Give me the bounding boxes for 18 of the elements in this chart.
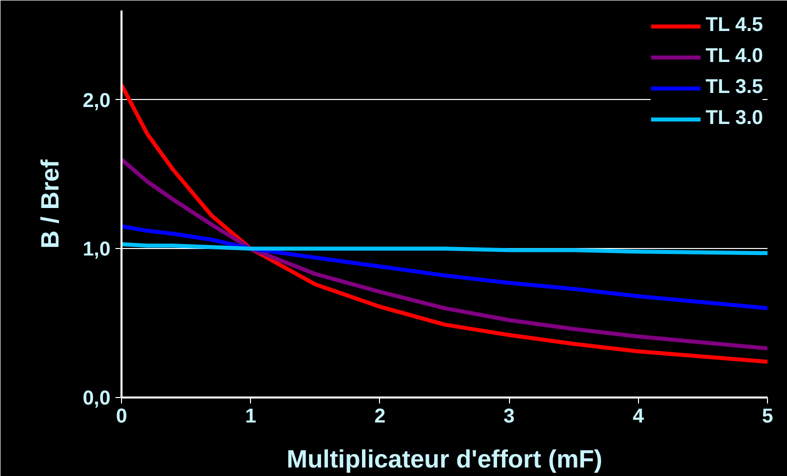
x-tick-label: 0 xyxy=(116,406,128,428)
line-series xyxy=(122,224,768,310)
legend-label: TL 4.0 xyxy=(706,45,763,68)
x-tick-label: 5 xyxy=(762,406,774,428)
y-tick-label: 2,0 xyxy=(82,90,111,112)
x-tick-label: 2 xyxy=(374,406,386,428)
x-tick-label: 4 xyxy=(632,406,645,428)
legend-label: TL 4.5 xyxy=(706,14,763,37)
line-series xyxy=(122,242,768,256)
x-tick-label: 1 xyxy=(245,406,256,428)
x-axis-title: Multiplicateur d'effort (mF) xyxy=(286,446,602,474)
line-series xyxy=(122,157,768,350)
x-tick-label: 3 xyxy=(504,406,515,428)
legend-label: TL 3.0 xyxy=(706,107,763,130)
y-axis-title: B / Bref xyxy=(36,158,65,248)
y-tick-label: 0,0 xyxy=(82,388,111,410)
legend-label: TL 3.5 xyxy=(706,76,763,99)
y-tick-label: 1,0 xyxy=(82,238,111,261)
